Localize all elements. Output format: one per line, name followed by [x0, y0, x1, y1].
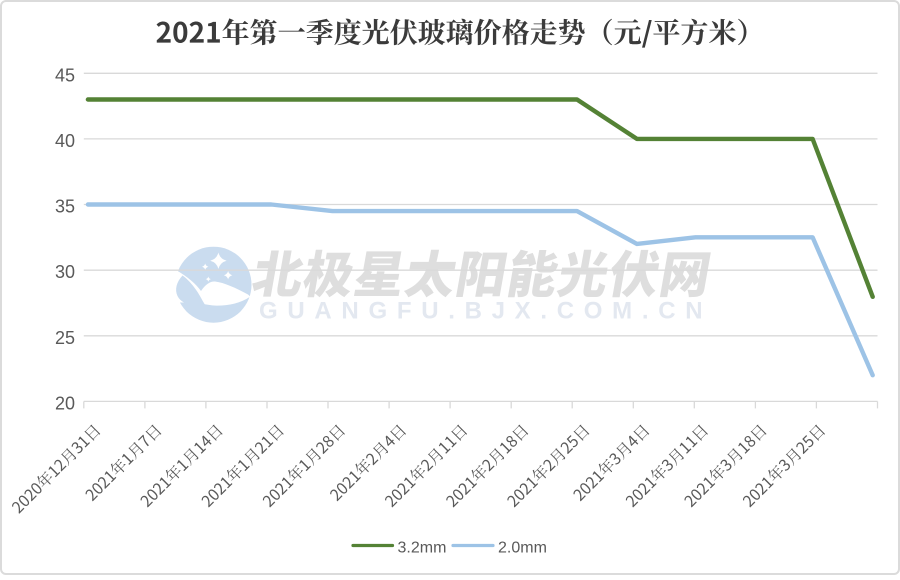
svg-text:30: 30: [55, 262, 75, 282]
svg-text:3.2mm: 3.2mm: [398, 539, 447, 556]
svg-text:GUANGFU.BJX.COM.CN: GUANGFU.BJX.COM.CN: [259, 298, 712, 325]
svg-text:45: 45: [55, 65, 75, 85]
svg-text:25: 25: [55, 328, 75, 348]
svg-text:35: 35: [55, 197, 75, 217]
svg-text:2.0mm: 2.0mm: [498, 539, 547, 556]
svg-text:40: 40: [55, 131, 75, 151]
svg-text:20: 20: [55, 393, 75, 413]
